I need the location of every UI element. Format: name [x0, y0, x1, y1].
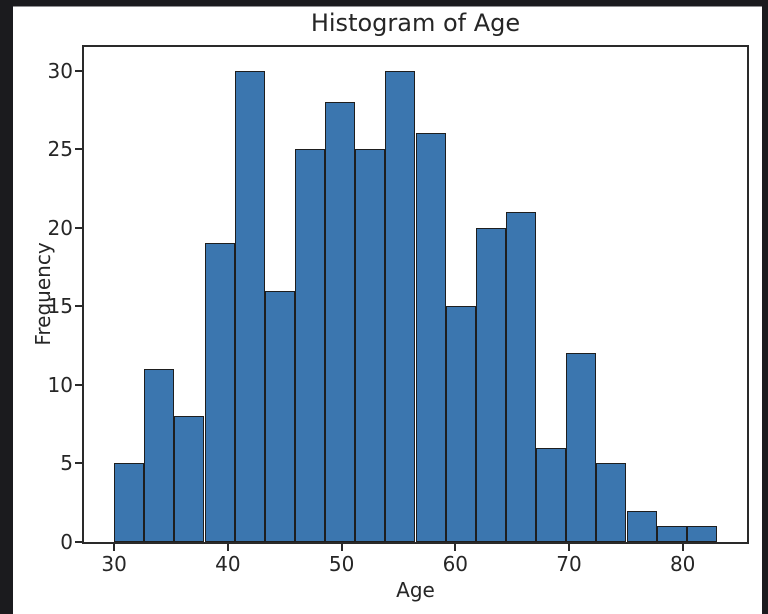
y-tick-label: 25: [47, 137, 73, 162]
histogram-bar: [114, 463, 145, 542]
y-tick-label: 10: [47, 372, 73, 397]
x-tick-mark: [454, 544, 457, 551]
histogram-bar: [355, 149, 386, 542]
y-tick-mark: [75, 462, 82, 465]
y-tick-label: 20: [47, 215, 73, 240]
histogram-bar: [626, 510, 657, 542]
histogram-bar: [144, 369, 175, 542]
y-tick-mark: [75, 69, 82, 72]
figure-canvas: Histogram of Age Frequency 30 40 50 60 70 80 0…: [13, 6, 762, 614]
histogram-bar: [505, 212, 536, 542]
histogram-bar: [174, 416, 205, 542]
y-tick-label: 30: [47, 58, 73, 83]
x-tick-mark: [226, 544, 229, 551]
x-axis-label: Age: [396, 578, 435, 602]
histogram-bar: [234, 70, 265, 542]
histogram-bar: [536, 447, 567, 542]
y-tick-mark: [75, 305, 82, 308]
x-tick-label: 70: [556, 552, 582, 576]
y-tick-mark: [75, 541, 82, 543]
y-tick-label: 15: [47, 294, 73, 319]
x-tick-mark: [568, 544, 570, 551]
histogram-bar: [566, 353, 597, 542]
y-tick-label: 0: [60, 530, 73, 554]
histogram-bar: [385, 70, 416, 542]
x-tick-label: 40: [215, 552, 241, 576]
x-tick-label: 30: [101, 552, 127, 576]
y-tick-mark: [75, 226, 82, 229]
x-tick-label: 50: [328, 552, 355, 576]
x-tick-label: 80: [669, 552, 696, 576]
histogram-bar: [295, 149, 326, 542]
histogram-bar: [656, 526, 687, 542]
histogram-bar: [264, 290, 295, 542]
y-tick-mark: [75, 148, 82, 151]
histogram-bar: [325, 102, 356, 542]
histogram-bar: [204, 243, 235, 542]
x-tick-mark: [113, 544, 116, 551]
histogram-bar: [445, 306, 476, 542]
histogram-bar: [596, 463, 627, 542]
histogram-bar: [686, 526, 717, 542]
histogram-bar: [415, 133, 446, 542]
y-tick-mark: [75, 383, 82, 386]
chart-title: Histogram of Age: [310, 9, 521, 37]
x-tick-mark: [681, 544, 684, 551]
histogram-bar: [475, 227, 506, 542]
x-tick-label: 60: [442, 552, 469, 576]
x-tick-mark: [340, 544, 343, 551]
y-tick-label: 5: [60, 451, 73, 476]
plot-area: 30 40 50 60 70 80 0 5 10 15 20 25 30: [48, 45, 749, 574]
